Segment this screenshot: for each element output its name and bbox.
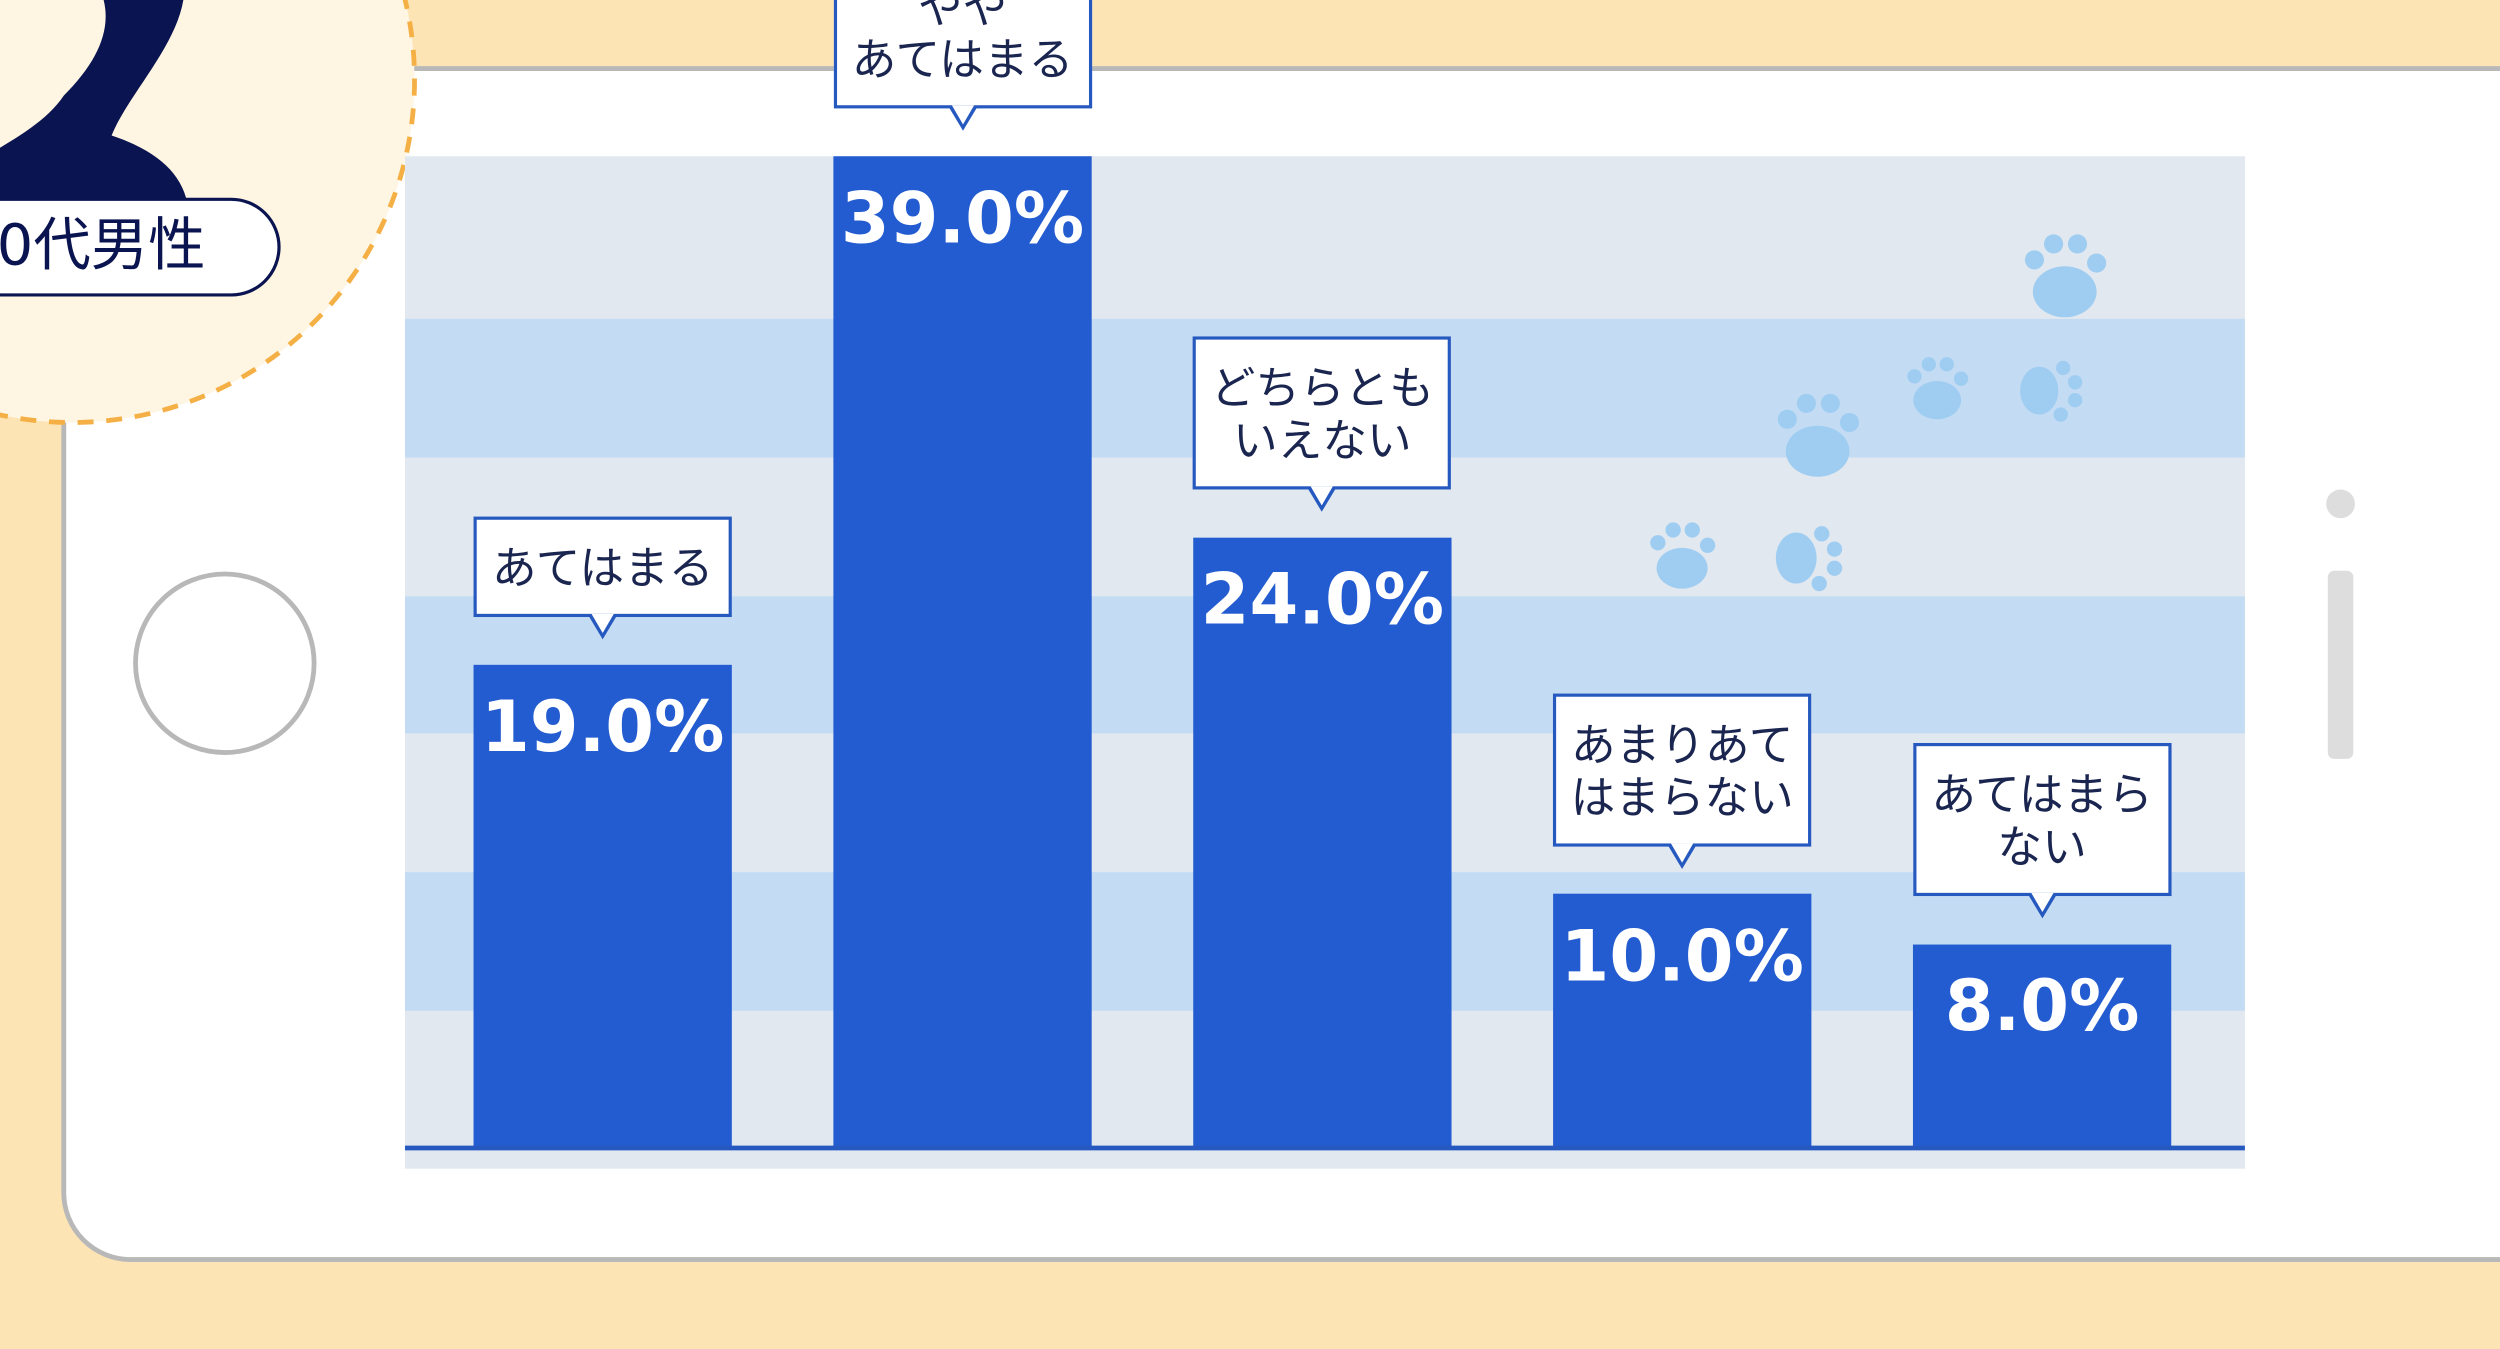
avatar xyxy=(0,0,189,208)
category-label: あてはまる xyxy=(473,516,732,640)
bar xyxy=(1193,537,1452,1148)
bar xyxy=(833,156,1092,1148)
category-label: どちらとも いえない xyxy=(1193,336,1452,513)
category-label: やや あてはまる xyxy=(833,0,1092,131)
value-label: 10.0% xyxy=(1560,915,1804,998)
category-label: あまりあて はまらない xyxy=(1553,692,1812,869)
value-label: 8.0% xyxy=(1944,966,2140,1049)
bar xyxy=(1912,944,2172,1148)
value-label: 24.0% xyxy=(1200,559,1445,642)
value-label: 19.0% xyxy=(480,687,725,769)
value-label: 39.0% xyxy=(840,178,1085,260)
speaker xyxy=(2327,570,2354,759)
badge: 0代男性 xyxy=(0,197,281,297)
bar xyxy=(1553,893,1812,1148)
bar xyxy=(473,664,732,1148)
home-button xyxy=(133,571,317,755)
camera xyxy=(2326,489,2355,519)
category-label: あてはまら ない xyxy=(1912,743,2172,920)
paw-prints xyxy=(1650,234,2107,592)
